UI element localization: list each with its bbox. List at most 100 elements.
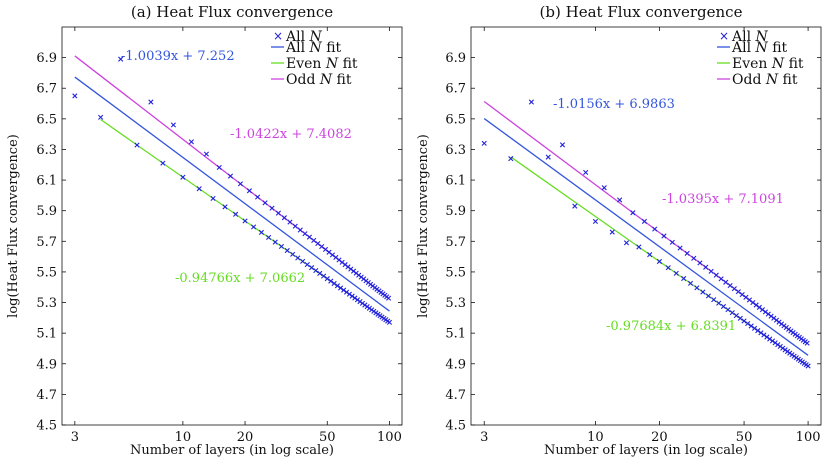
panel-a-annotation-odd-fit: -1.0422x + 7.4082 [230, 127, 352, 142]
panel-b-x-label: Number of layers (in log scale) [544, 443, 748, 458]
y-tick-label: 5.3 [36, 296, 57, 311]
data-point [321, 273, 327, 279]
data-point [341, 287, 347, 293]
data-point [804, 340, 810, 346]
data-point [748, 323, 754, 329]
panel-a-y-ticks: 4.5 4.7 4.9 5.1 5.3 5.5 5.7 5.9 6.1 6.3 6.5 6.7 6.9 [36, 51, 402, 434]
data-point [617, 197, 623, 203]
data-point [216, 164, 222, 171]
data-point [292, 223, 298, 229]
data-point [196, 186, 202, 192]
legend-label-odd-n-fit: Odd N fit [732, 72, 798, 88]
legend-label-even-n-fit: Even N fit [732, 56, 804, 72]
panel-b-x-ticks: 3 10 20 50 100 [480, 27, 821, 445]
data-point [647, 252, 653, 258]
data-point [708, 268, 714, 274]
data-point [309, 265, 315, 271]
data-point [592, 218, 599, 224]
panel-b-annotation-even-fit: -0.97684x + 6.8391 [606, 319, 736, 334]
data-point [705, 293, 712, 299]
x-tick-label: 10 [175, 430, 192, 445]
data-point [805, 363, 811, 369]
data-point [331, 280, 337, 287]
data-point [729, 310, 735, 316]
y-tick-label: 6.9 [445, 51, 466, 66]
data-point [258, 229, 265, 235]
panel-a-points [72, 56, 393, 325]
data-point [385, 295, 392, 301]
data-point [761, 332, 767, 338]
legend-label-all-n-fit: All N fit [285, 40, 342, 56]
y-tick-label: 5.5 [36, 265, 57, 280]
data-point [295, 255, 301, 261]
y-tick-label: 6.3 [445, 143, 466, 158]
panel-a: (a) Heat Flux convergence 4.5 4.7 4.9 5.1 5.… [6, 3, 403, 458]
data-point [272, 239, 278, 245]
data-point [237, 181, 244, 187]
data-point [661, 233, 667, 239]
data-point [636, 244, 642, 250]
data-point [304, 261, 310, 268]
data-point [300, 258, 306, 264]
panel-b-y-label: log(Heat Flux convergence) [416, 134, 431, 318]
panel-a-x-label: Number of layers (in log scale) [130, 443, 334, 458]
data-point [255, 194, 261, 200]
data-point [745, 320, 751, 327]
data-point [508, 156, 514, 162]
y-tick-label: 5.3 [445, 296, 466, 311]
data-point [746, 297, 753, 303]
data-point [311, 237, 317, 244]
data-point [297, 227, 303, 233]
data-point [741, 318, 747, 324]
x-tick-label: 20 [651, 430, 668, 445]
data-point [733, 312, 739, 319]
data-point [287, 219, 293, 225]
data-point [720, 303, 727, 310]
data-point [326, 249, 332, 255]
data-point [735, 289, 741, 295]
data-point [694, 285, 700, 291]
y-tick-label: 5.7 [36, 235, 57, 250]
panel-a-plot-frame [61, 26, 403, 426]
data-point [315, 240, 321, 247]
y-tick-label: 6.9 [36, 51, 57, 66]
y-tick-label: 6.1 [36, 174, 57, 189]
data-point [711, 297, 717, 303]
data-point [725, 307, 731, 313]
y-tick-label: 4.9 [36, 357, 57, 372]
data-point [72, 93, 78, 99]
data-point [349, 293, 355, 299]
data-point [319, 243, 325, 250]
data-point [188, 139, 195, 145]
data-point [203, 151, 209, 157]
data-point [262, 200, 268, 206]
data-point [767, 336, 773, 342]
y-tick-label: 5.9 [36, 204, 57, 219]
legend-label-all-n: All N [731, 29, 769, 45]
x-tick-label: 100 [377, 430, 402, 445]
data-point [233, 211, 239, 217]
data-point [737, 315, 743, 321]
data-point [601, 185, 607, 191]
data-point [481, 140, 487, 146]
data-point [306, 234, 313, 240]
data-point [703, 264, 709, 270]
panel-a-legend: × All N All N fit Even N fit Odd N fit [271, 29, 358, 88]
data-point [656, 258, 663, 265]
data-point [302, 231, 308, 237]
data-point [242, 218, 248, 224]
data-point [559, 142, 566, 148]
data-point [322, 246, 329, 253]
data-point [275, 210, 281, 216]
x-tick-label: 10 [587, 430, 604, 445]
fit-line-all-n-fit [483, 118, 809, 356]
data-point [266, 234, 272, 241]
data-point [251, 224, 257, 230]
data-point [160, 160, 166, 166]
panel-b-annotation-odd-fit: -1.0395x + 7.1091 [662, 192, 784, 207]
y-tick-label: 5.5 [445, 265, 466, 280]
data-point [697, 260, 703, 266]
data-point [750, 299, 756, 306]
panel-a-annotation-all-fit: -1.0039x + 7.252 [121, 49, 235, 64]
